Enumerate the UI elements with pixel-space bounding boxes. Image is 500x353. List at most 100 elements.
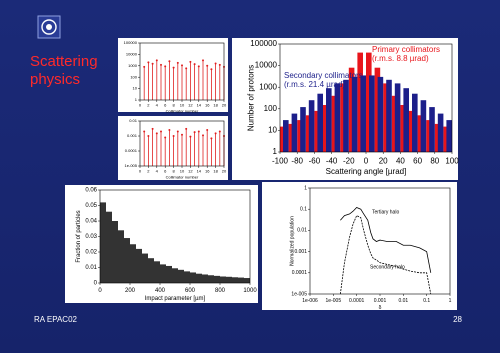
point xyxy=(181,64,183,67)
bar xyxy=(124,238,130,283)
point xyxy=(214,132,217,135)
x-tick-label: 0.1 xyxy=(423,298,430,304)
y-tick-label: 1000 xyxy=(259,82,277,91)
point xyxy=(193,63,196,66)
point xyxy=(155,59,158,62)
y-tick-label: 0.04 xyxy=(85,219,97,225)
bar xyxy=(434,123,441,152)
bar xyxy=(334,83,341,152)
x-tick-label: -40 xyxy=(326,156,338,165)
x-tick-label: 400 xyxy=(155,288,166,294)
y-tick-label: 0.01 xyxy=(297,228,307,234)
point xyxy=(164,65,167,68)
series-note: (r.m.s. 8.8 µrad) xyxy=(372,54,429,63)
y-tick-label: 100 xyxy=(130,74,137,79)
bar xyxy=(308,100,315,152)
x-tick-label: 0 xyxy=(139,169,142,174)
point xyxy=(185,67,188,70)
y-tick-label: 10 xyxy=(268,126,277,135)
y-tick-label: 100 xyxy=(264,104,278,113)
bar xyxy=(400,104,406,152)
x-tick-label: 18 xyxy=(213,103,218,108)
point xyxy=(143,130,146,133)
point xyxy=(151,62,154,65)
point xyxy=(147,135,150,137)
x-tick-label: 16 xyxy=(205,169,210,174)
bar xyxy=(184,271,190,283)
series-label: Tertiary halo xyxy=(372,209,399,215)
bar xyxy=(357,52,363,152)
bar xyxy=(166,265,172,283)
x-axis-label: δ xyxy=(379,305,382,311)
y-tick-label: 1 xyxy=(273,147,278,156)
point xyxy=(218,63,221,66)
x-tick-label: 12 xyxy=(188,103,193,108)
x-tick-label: 20 xyxy=(222,169,227,174)
bar xyxy=(232,277,238,283)
plot-frame xyxy=(139,42,225,101)
x-axis-label: Impact parameter [µm] xyxy=(145,296,206,302)
point xyxy=(202,59,204,62)
x-tick-label: 10 xyxy=(180,103,185,108)
bar xyxy=(409,110,415,152)
bar xyxy=(317,93,323,152)
bar xyxy=(118,230,124,283)
line xyxy=(339,215,432,295)
y-tick-label: 0.01 xyxy=(129,118,138,123)
bar xyxy=(412,93,418,152)
point xyxy=(210,137,213,140)
bar xyxy=(314,110,320,152)
bar xyxy=(280,126,286,152)
bar xyxy=(420,100,427,152)
bar xyxy=(190,272,196,283)
x-tick-label: 60 xyxy=(413,156,422,165)
plot-frame xyxy=(309,187,451,295)
y-tick-label: 10000 xyxy=(126,51,138,56)
x-tick-label: 0 xyxy=(364,156,369,165)
bar xyxy=(443,126,449,152)
x-tick-label: -60 xyxy=(309,156,321,165)
bar xyxy=(383,83,389,152)
bar xyxy=(154,261,160,283)
y-tick-label: 10 xyxy=(133,86,138,91)
bar xyxy=(196,273,202,283)
bar xyxy=(226,276,232,283)
footer: RA EPAC02 xyxy=(34,315,78,324)
bar xyxy=(377,76,384,152)
x-tick-label: 10 xyxy=(180,169,185,174)
bar xyxy=(403,88,409,152)
x-tick-label: 100 xyxy=(445,156,459,165)
bar xyxy=(148,258,154,283)
x-tick-label: 4 xyxy=(156,169,159,174)
point xyxy=(155,132,158,135)
y-tick-label: 1e-005 xyxy=(125,163,138,168)
chart-panel xyxy=(65,185,258,303)
bar xyxy=(244,278,250,283)
point xyxy=(193,131,196,134)
series-note: (r.m.s. 21.4 µrad) xyxy=(284,80,345,89)
point xyxy=(164,136,167,139)
bar xyxy=(297,120,303,152)
bar xyxy=(172,268,178,283)
point xyxy=(210,68,213,71)
bar xyxy=(366,52,372,152)
bar xyxy=(360,75,366,152)
point xyxy=(218,130,221,133)
bar xyxy=(386,79,392,152)
bar xyxy=(446,120,452,152)
bar xyxy=(178,269,184,283)
bar xyxy=(437,113,444,152)
bar xyxy=(343,79,349,152)
point xyxy=(168,129,171,132)
x-tick-label: 14 xyxy=(197,169,202,174)
x-tick-label: 6 xyxy=(164,169,167,174)
series-label: Secondary halo xyxy=(370,264,405,270)
y-tick-label: 0.01 xyxy=(85,265,97,271)
bar xyxy=(340,83,346,152)
bar xyxy=(426,120,432,152)
chart-panel xyxy=(118,38,228,112)
bar xyxy=(374,67,381,152)
x-tick-label: 1000 xyxy=(243,288,257,294)
point xyxy=(160,130,162,133)
